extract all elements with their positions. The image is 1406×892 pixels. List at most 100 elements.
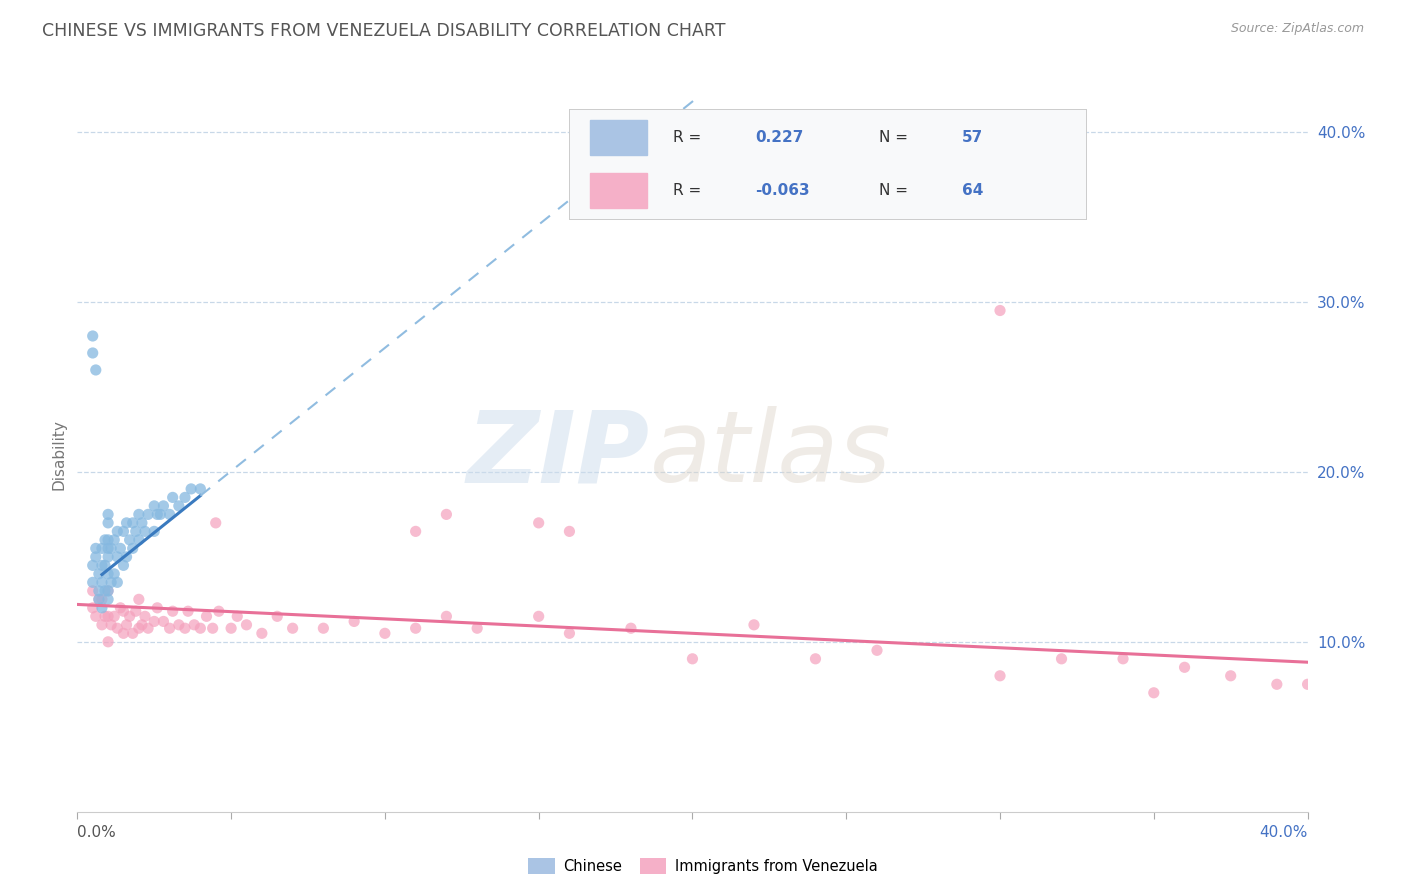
Point	[146, 508, 169, 522]
Point	[115, 617, 138, 632]
Point	[97, 609, 120, 624]
Point	[94, 558, 117, 573]
Point	[188, 621, 212, 635]
Point	[558, 626, 581, 640]
Point	[105, 621, 128, 635]
Point	[97, 541, 120, 556]
Point	[201, 621, 224, 635]
Point	[121, 541, 143, 556]
Point	[94, 609, 117, 624]
Point	[152, 499, 174, 513]
Point	[167, 617, 190, 632]
Point	[226, 609, 249, 624]
Point	[103, 609, 125, 624]
Point	[82, 346, 104, 360]
Point	[110, 541, 132, 556]
Point	[174, 621, 197, 635]
Text: ZIP: ZIP	[467, 407, 650, 503]
Text: atlas: atlas	[650, 407, 891, 503]
Point	[167, 499, 190, 513]
Point	[112, 604, 135, 618]
Point	[177, 604, 200, 618]
Point	[742, 617, 765, 632]
Y-axis label: Disability: Disability	[51, 419, 66, 491]
Point	[125, 524, 148, 539]
Point	[134, 609, 156, 624]
Point	[90, 541, 114, 556]
Point	[87, 566, 110, 581]
Point	[527, 516, 550, 530]
Point	[84, 363, 107, 377]
Point	[121, 626, 143, 640]
Point	[84, 541, 107, 556]
Point	[527, 609, 550, 624]
Point	[159, 621, 181, 635]
Point	[405, 524, 427, 539]
Point	[183, 617, 205, 632]
Point	[134, 524, 156, 539]
Point	[204, 516, 226, 530]
Point	[162, 604, 184, 618]
Point	[90, 558, 114, 573]
Point	[94, 583, 117, 598]
Point	[128, 533, 150, 547]
Point	[208, 604, 231, 618]
Point	[97, 533, 120, 547]
Point	[1265, 677, 1288, 691]
Point	[1296, 677, 1319, 691]
Point	[1219, 669, 1241, 683]
Point	[131, 516, 153, 530]
Point	[97, 583, 120, 598]
Point	[558, 524, 581, 539]
Point	[436, 508, 458, 522]
Point	[112, 626, 135, 640]
Point	[374, 626, 396, 640]
Point	[866, 643, 889, 657]
Point	[146, 600, 169, 615]
Point	[103, 533, 125, 547]
Point	[82, 583, 104, 598]
Point	[112, 558, 135, 573]
Point	[266, 609, 288, 624]
Point	[82, 558, 104, 573]
Point	[115, 549, 138, 564]
Point	[84, 549, 107, 564]
Point	[188, 482, 212, 496]
Point	[136, 621, 159, 635]
Point	[405, 621, 427, 635]
Point	[465, 621, 488, 635]
Point	[105, 575, 128, 590]
Point	[1112, 652, 1135, 666]
Point	[90, 600, 114, 615]
Point	[620, 621, 643, 635]
Point	[87, 583, 110, 598]
Point	[235, 617, 257, 632]
Point	[105, 524, 128, 539]
Point	[87, 592, 110, 607]
Point	[121, 516, 143, 530]
Point	[128, 621, 150, 635]
Point	[125, 604, 148, 618]
Point	[90, 592, 114, 607]
Point	[82, 575, 104, 590]
Point	[97, 549, 120, 564]
Point	[128, 508, 150, 522]
Point	[100, 575, 122, 590]
Point	[82, 600, 104, 615]
Point	[84, 609, 107, 624]
Point	[174, 491, 197, 505]
Point	[152, 615, 174, 629]
Text: CHINESE VS IMMIGRANTS FROM VENEZUELA DISABILITY CORRELATION CHART: CHINESE VS IMMIGRANTS FROM VENEZUELA DIS…	[42, 22, 725, 40]
Point	[115, 516, 138, 530]
Point	[988, 669, 1011, 683]
Point	[281, 621, 304, 635]
Point	[82, 329, 104, 343]
Point	[1174, 660, 1197, 674]
Point	[143, 524, 166, 539]
Point	[112, 524, 135, 539]
Point	[143, 499, 166, 513]
Point	[110, 600, 132, 615]
Point	[988, 303, 1011, 318]
Point	[136, 508, 159, 522]
Text: Source: ZipAtlas.com: Source: ZipAtlas.com	[1230, 22, 1364, 36]
